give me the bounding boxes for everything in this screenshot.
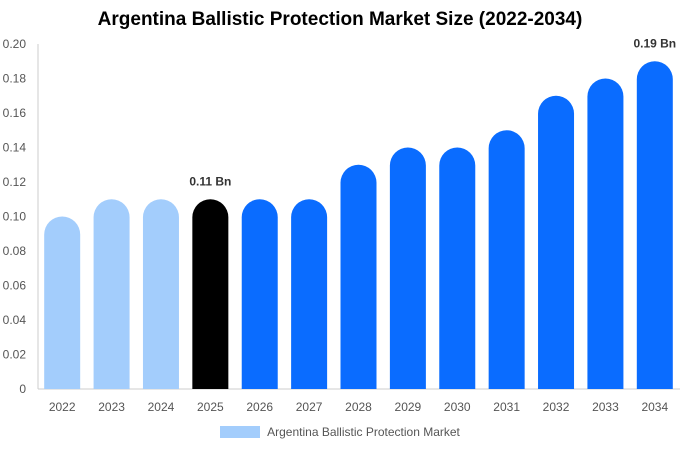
data-label: 0.11 Bn	[189, 174, 231, 188]
x-tick-label: 2024	[148, 400, 175, 414]
bar-2022[interactable]	[44, 216, 81, 390]
chart-title: Argentina Ballistic Protection Market Si…	[97, 9, 583, 30]
x-tick-label: 2026	[246, 400, 273, 414]
y-tick-label: 0.02	[3, 348, 27, 362]
bar-2026[interactable]	[241, 199, 278, 389]
x-tick-label: 2028	[345, 400, 372, 414]
y-tick-label: 0.04	[3, 313, 27, 327]
x-tick-label: 2023	[98, 400, 125, 414]
data-label: 0.19 Bn	[633, 36, 676, 50]
legend[interactable]: Argentina Ballistic Protection Market	[0, 425, 680, 439]
bar-2028[interactable]	[340, 164, 377, 389]
x-tick-label: 2033	[592, 400, 619, 414]
y-tick-label: 0.08	[3, 244, 27, 258]
bar-2030[interactable]	[439, 147, 476, 390]
y-tick-label: 0.06	[3, 279, 27, 293]
x-tick-label: 2031	[493, 400, 520, 414]
x-tick-label: 2029	[395, 400, 422, 414]
x-tick-label: 2032	[543, 400, 570, 414]
x-tick-label: 2030	[444, 400, 471, 414]
bar-2029[interactable]	[389, 147, 426, 390]
bar-2027[interactable]	[291, 199, 328, 389]
y-tick-label: 0.16	[3, 106, 27, 120]
bar-2032[interactable]	[538, 95, 575, 389]
bar-2033[interactable]	[587, 78, 624, 390]
x-tick-label: 2034	[641, 400, 668, 414]
bar-2025[interactable]	[192, 199, 229, 389]
bar-2023[interactable]	[93, 199, 130, 389]
legend-swatch	[220, 426, 261, 438]
y-tick-label: 0.12	[3, 175, 27, 189]
bar-2031[interactable]	[488, 130, 525, 389]
legend-label: Argentina Ballistic Protection Market	[267, 425, 460, 439]
bar-2024[interactable]	[142, 199, 179, 389]
y-tick-label: 0.10	[3, 210, 27, 224]
y-tick-label: 0.18	[3, 72, 27, 86]
bar-2034[interactable]	[636, 61, 673, 389]
x-tick-label: 2022	[49, 400, 76, 414]
y-tick-label: 0.14	[3, 141, 27, 155]
x-tick-label: 2027	[296, 400, 323, 414]
x-tick-label: 2025	[197, 400, 224, 414]
y-tick-label: 0	[19, 382, 26, 396]
y-tick-label: 0.20	[3, 37, 27, 51]
